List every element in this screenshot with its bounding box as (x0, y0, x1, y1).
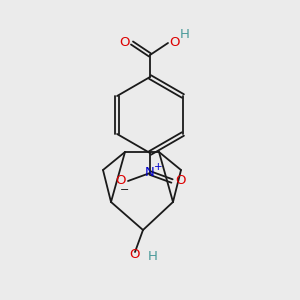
Text: O: O (120, 35, 130, 49)
Text: O: O (129, 248, 139, 262)
Text: H: H (180, 28, 190, 41)
Text: O: O (115, 173, 125, 187)
Text: O: O (175, 173, 185, 187)
Text: O: O (169, 37, 179, 50)
Text: H: H (148, 250, 158, 263)
Text: N: N (145, 167, 155, 179)
Text: −: − (120, 185, 130, 195)
Text: +: + (154, 162, 162, 172)
